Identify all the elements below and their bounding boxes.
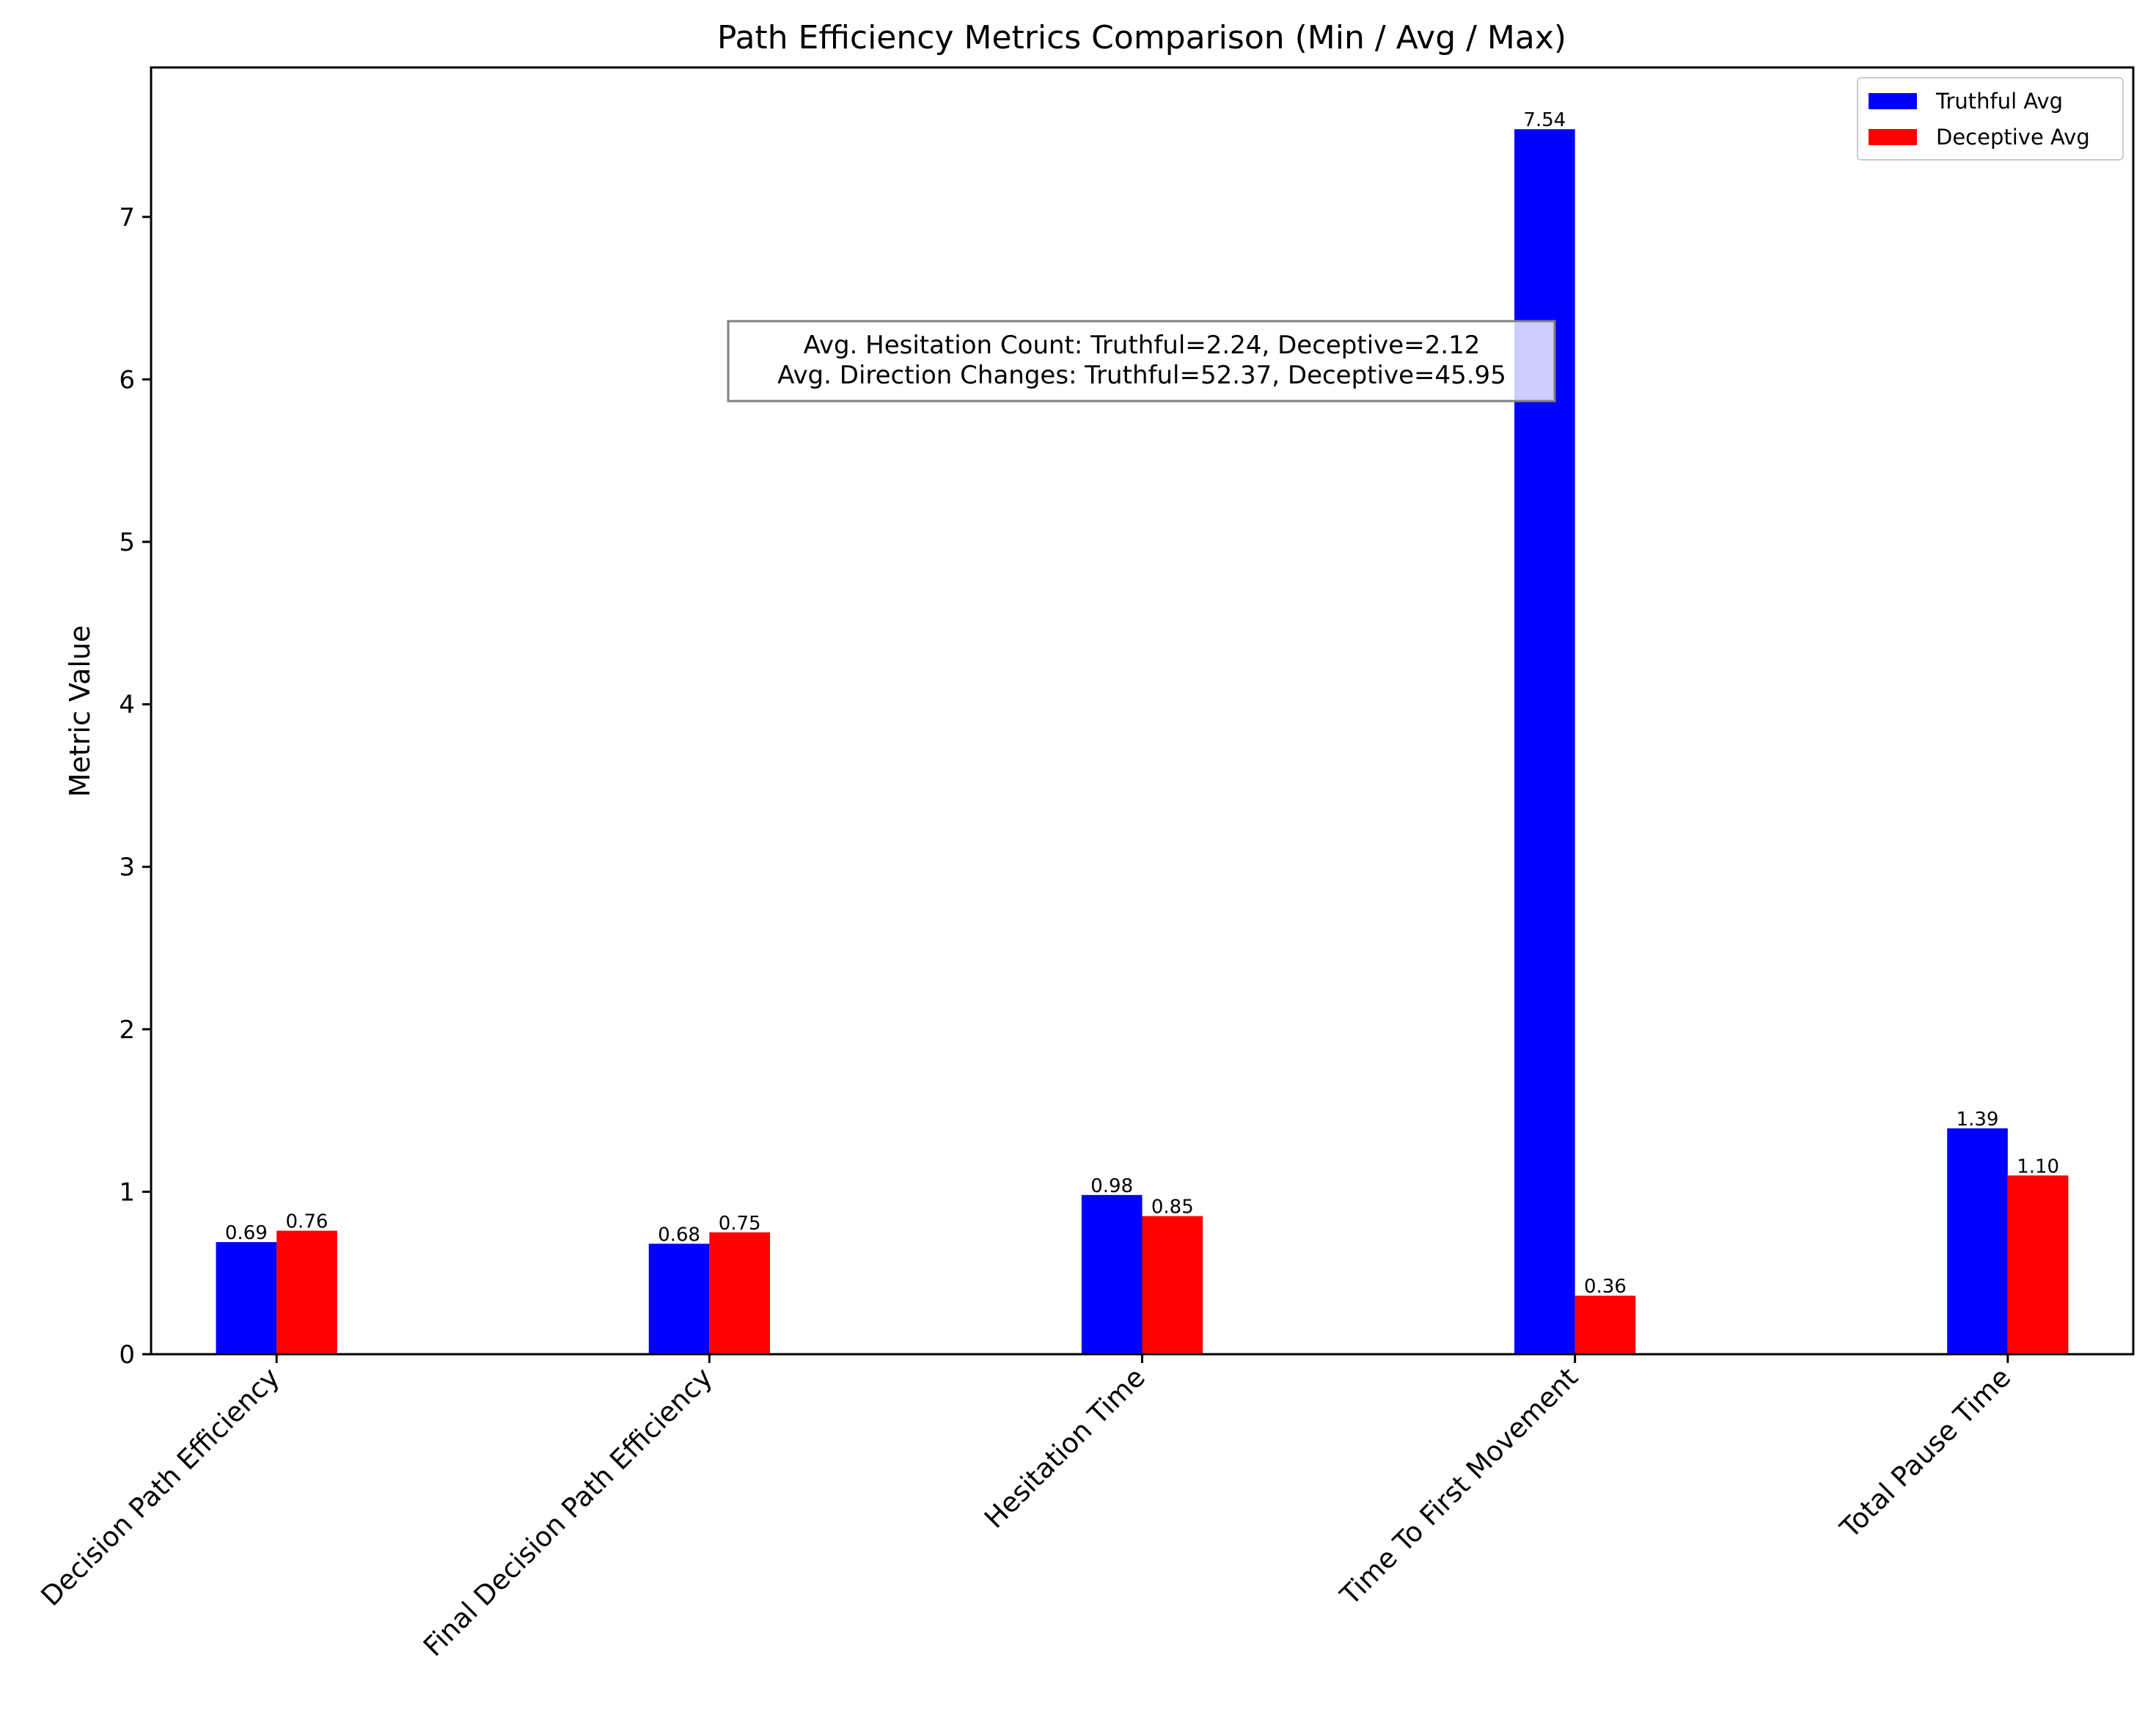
annotation-box: Avg. Hesitation Count: Truthful=2.24, De… [727, 320, 1556, 403]
data-label-deceptive-3: 0.36 [1584, 1276, 1627, 1298]
data-label-truthful-0: 0.69 [225, 1222, 268, 1244]
data-labels-group: 0.69 0.68 0.98 7.54 1.39 0.76 0.75 0.85 0.36 1.10 [225, 109, 2059, 1298]
bar-truthful-2 [1081, 1194, 1143, 1354]
bar-truthful-0 [216, 1242, 277, 1354]
data-label-deceptive-2: 0.85 [1151, 1197, 1194, 1219]
y-axis: 0 1 2 3 4 5 6 7 [119, 203, 151, 1370]
y-tick-label: 4 [119, 691, 135, 720]
bar-deceptive-2 [1142, 1216, 1203, 1354]
legend-label-deceptive: Deceptive Avg [1936, 125, 2090, 150]
bar-truthful-3 [1514, 129, 1575, 1354]
data-label-truthful-3: 7.54 [1523, 109, 1566, 131]
chart-title: Path Efficiency Metrics Comparison (Min … [717, 19, 1566, 56]
annotation-frame [727, 320, 1556, 403]
bar-truthful-4 [1947, 1128, 2008, 1354]
y-tick-label: 0 [119, 1340, 135, 1370]
data-label-truthful-1: 0.68 [658, 1224, 700, 1246]
data-label-deceptive-0: 0.76 [286, 1211, 329, 1233]
y-tick-label: 6 [119, 365, 135, 394]
bar-deceptive-4 [2007, 1175, 2069, 1354]
legend-swatch-deceptive [1869, 129, 1917, 145]
y-tick-label: 7 [119, 203, 135, 232]
data-label-truthful-2: 0.98 [1090, 1175, 1133, 1197]
y-tick-label: 1 [119, 1178, 135, 1207]
bar-deceptive-3 [1574, 1296, 1636, 1354]
legend: Truthful Avg Deceptive Avg [1857, 77, 2124, 161]
data-label-truthful-4: 1.39 [1957, 1109, 1999, 1131]
annotation-line-2: Avg. Direction Changes: Truthful=52.37, … [777, 361, 1506, 390]
y-axis-label: Metric Value [64, 625, 96, 798]
bar-deceptive-1 [709, 1232, 770, 1354]
y-tick-label: 5 [119, 528, 135, 557]
annotation-line-1: Avg. Hesitation Count: Truthful=2.24, De… [804, 331, 1481, 360]
legend-label-truthful: Truthful Avg [1935, 89, 2063, 114]
legend-swatch-truthful [1869, 93, 1917, 109]
y-tick-label: 2 [119, 1015, 135, 1045]
y-tick-label: 3 [119, 853, 135, 882]
legend-frame [1857, 77, 2124, 161]
bar-deceptive-0 [276, 1230, 337, 1354]
bar-truthful-1 [648, 1243, 710, 1354]
data-label-deceptive-4: 1.10 [2017, 1156, 2059, 1178]
data-label-deceptive-1: 0.75 [719, 1213, 761, 1235]
